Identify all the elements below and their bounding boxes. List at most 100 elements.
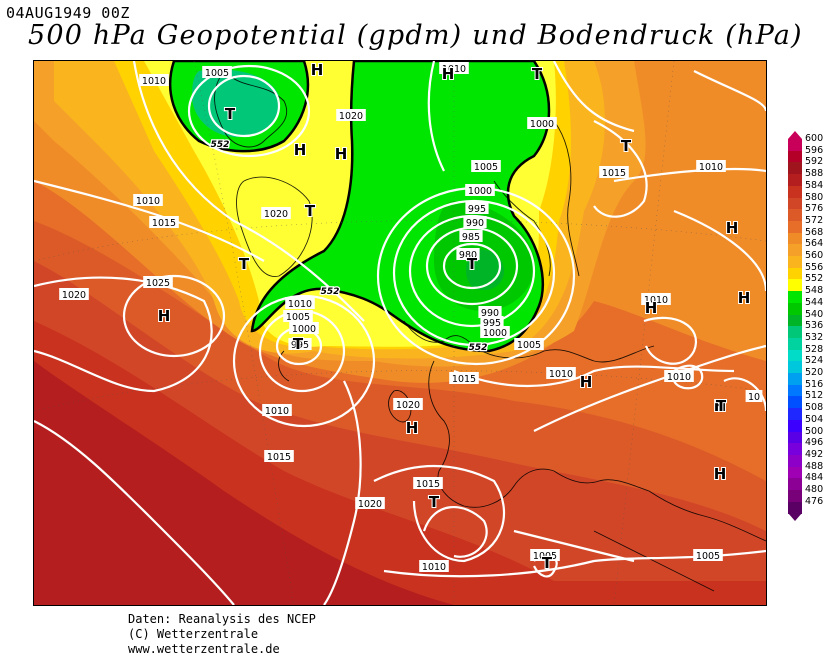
pressure-label: 1005 xyxy=(205,68,229,79)
pressure-label: 10 xyxy=(748,392,760,403)
pressure-label-bg xyxy=(289,322,319,334)
low-pressure-marker: T xyxy=(716,397,727,415)
colorbar-swatch xyxy=(788,185,802,198)
colorbar-label: 544 xyxy=(805,296,823,308)
colorbar-swatch xyxy=(788,361,802,374)
pressure-label: 1020 xyxy=(396,400,420,411)
pressure-label: 995 xyxy=(468,204,486,215)
pressure-label-bg xyxy=(514,338,544,350)
credits-copyright: (C) Wetterzentrale xyxy=(128,627,259,641)
colorbar-label: 548 xyxy=(805,285,823,297)
high-pressure-marker: H xyxy=(442,65,455,83)
colorbar-label: 584 xyxy=(805,179,823,191)
pressure-label-bg xyxy=(480,326,510,338)
pressure-label-bg xyxy=(745,390,763,402)
colorbar-label: 496 xyxy=(805,437,823,449)
credits-url[interactable]: www.wetterzentrale.de xyxy=(128,642,280,656)
pressure-label-bg xyxy=(133,194,163,206)
pressure-label-bg xyxy=(599,166,629,178)
colorbar-label: 476 xyxy=(805,495,823,507)
pressure-label-bg xyxy=(480,316,504,328)
colorbar-swatch xyxy=(788,267,802,280)
pressure-label-bg xyxy=(465,202,489,214)
colorbar-swatch xyxy=(788,162,802,175)
pressure-label-bg xyxy=(463,216,487,228)
colorbar-label: 576 xyxy=(805,203,823,215)
colorbar-top-arrow xyxy=(788,131,802,139)
pressure-label-bg xyxy=(283,310,313,322)
pressure-label-bg xyxy=(471,160,501,172)
pressure-label: 990 xyxy=(466,218,484,229)
pressure-label-bg xyxy=(139,74,169,86)
pressure-label-bg xyxy=(355,497,385,509)
colorbar-swatch xyxy=(788,150,802,163)
pressure-label: 985 xyxy=(462,232,480,243)
pressure-label-bg xyxy=(264,450,294,462)
pressure-label-bg xyxy=(413,477,443,489)
pressure-label: 1015 xyxy=(152,218,176,229)
colorbar-swatch xyxy=(788,419,802,432)
high-pressure-marker: H xyxy=(580,373,593,391)
pressure-label-bg xyxy=(664,370,694,382)
pressure-label-bg xyxy=(419,560,449,572)
colorbar-label: 504 xyxy=(805,413,823,425)
pressure-label: 1010 xyxy=(136,196,160,207)
credits: Daten: Reanalysis des NCEP (C) Wetterzen… xyxy=(128,612,316,657)
colorbar-label: 588 xyxy=(805,168,823,180)
low-pressure-marker: T xyxy=(239,255,250,273)
high-pressure-marker: H xyxy=(294,141,307,159)
colorbar-label: 560 xyxy=(805,250,823,261)
pressure-label: 1000 xyxy=(483,328,507,339)
pressure-labels: 1010 1005 1010 1000 1020 1010 1015 1020 1025 1020… xyxy=(59,62,763,573)
colorbar-swatch xyxy=(788,384,802,397)
high-pressure-marker: H xyxy=(335,145,348,163)
pressure-label-bg xyxy=(478,306,502,318)
colorbar-label: 480 xyxy=(805,484,823,495)
pressure-label-bg xyxy=(465,184,495,196)
pressure-label-bg xyxy=(59,288,89,300)
colorbar-label: 520 xyxy=(805,367,823,378)
colorbar-swatch xyxy=(788,174,802,187)
colorbar-swatch xyxy=(788,454,802,468)
colorbar-swatch xyxy=(788,244,802,257)
colorbar-label: 536 xyxy=(805,320,823,332)
pressure-label: 1010 xyxy=(265,406,289,417)
pressure-label: 1015 xyxy=(267,452,291,463)
high-pressure-marker: H xyxy=(311,61,324,79)
colorbar-label: 596 xyxy=(805,144,823,156)
pressure-label: 1000 xyxy=(292,324,316,335)
colorbar-label: 600 xyxy=(805,133,823,144)
pressure-label-bg xyxy=(285,297,315,309)
colorbar-swatch xyxy=(788,209,802,222)
pressure-label-bg xyxy=(288,338,312,350)
colorbar-swatch xyxy=(788,326,802,339)
pressure-label: 1000 xyxy=(530,119,554,130)
low-pressure-marker: T xyxy=(429,493,440,511)
pressure-label: 1010 xyxy=(422,562,446,573)
contour-label: 552 xyxy=(321,287,340,297)
pressure-label-bg xyxy=(693,549,723,561)
pressure-label: 995 xyxy=(483,318,501,329)
pressure-label: 1005 xyxy=(517,340,541,351)
colorbar-swatch xyxy=(788,408,802,421)
pressure-label-bg xyxy=(261,207,291,219)
map-date: 04AUG1949 00Z xyxy=(6,4,130,22)
pressure-label-bg xyxy=(530,549,560,561)
colorbar-label: 564 xyxy=(805,238,823,250)
low-pressure-marker: T xyxy=(532,65,543,83)
colorbar-label: 488 xyxy=(805,460,823,472)
colorbar-swatch xyxy=(788,197,802,210)
pressure-label-bg xyxy=(546,367,576,379)
pressure-label: 1010 xyxy=(142,76,166,87)
contour-label: 552 xyxy=(211,140,230,150)
pressure-label-bg xyxy=(641,293,671,305)
pressure-label: 1000 xyxy=(468,186,492,197)
colorbar-swatch xyxy=(788,337,802,351)
pressure-label: 1010 xyxy=(288,299,312,310)
graticule xyxy=(34,61,766,605)
pressure-label-bg xyxy=(459,230,483,242)
high-pressure-marker: H xyxy=(645,299,658,317)
colorbar-swatch xyxy=(788,291,802,304)
pressure-label-bg xyxy=(149,216,179,228)
